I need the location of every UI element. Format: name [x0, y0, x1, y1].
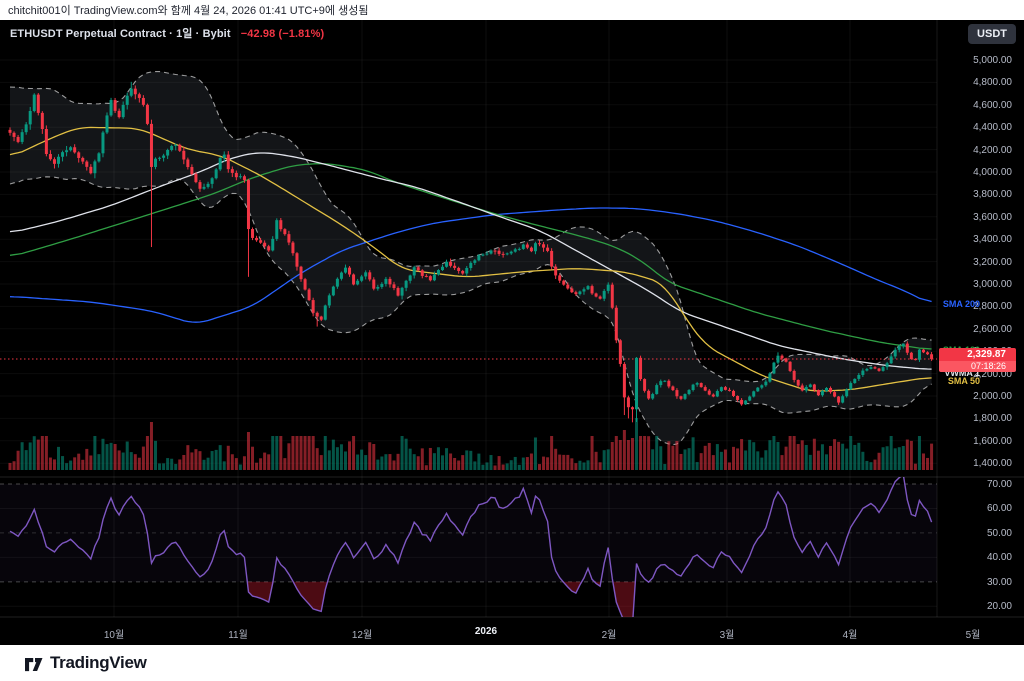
- price-tick-label: 2,600.00: [973, 323, 1012, 335]
- time-tick-label: 10월: [103, 630, 125, 641]
- candle-countdown: 07:18:26: [939, 361, 1016, 373]
- rsi-tick-label: 70.00: [986, 479, 1012, 490]
- price-tick-label: 3,600.00: [973, 211, 1012, 223]
- time-tick-label: 12월: [351, 630, 373, 641]
- time-tick-label: 5월: [965, 630, 981, 641]
- price-tick-label: 3,400.00: [973, 234, 1012, 246]
- attribution-bar: chitchit001이 TradingView.com와 함께 4월 24, …: [0, 0, 1024, 20]
- time-tick-label: 2월: [601, 630, 617, 641]
- price-tick-label: 1,600.00: [973, 435, 1012, 447]
- rsi-tick-label: 40.00: [986, 552, 1012, 564]
- rsi-tick-label: 50.00: [986, 527, 1012, 539]
- price-tick-label: 3,200.00: [973, 256, 1012, 268]
- symbol-title[interactable]: ETHUSDT Perpetual Contract · 1일 · Bybit: [10, 28, 231, 40]
- indicator-tag-sma-200: SMA 200: [942, 298, 980, 309]
- price-tick-label: 2,000.00: [973, 391, 1012, 402]
- chart-canvas[interactable]: [0, 20, 1024, 645]
- time-tick-label: 11월: [228, 630, 248, 641]
- indicator-tag-sma-50: SMA 50: [947, 375, 980, 386]
- price-tick-label: 4,800.00: [973, 77, 1012, 89]
- indicator-tag-vwma-1: VWMA 1: [944, 368, 980, 379]
- last-price: 2,329.87: [939, 348, 1016, 362]
- tradingview-wordmark: TradingView: [50, 653, 147, 672]
- footer-bar: TradingView: [0, 645, 1024, 681]
- rsi-tick-label: 20.00: [986, 601, 1012, 613]
- attribution-text: chitchit001이 TradingView.com와 함께 4월 24, …: [8, 5, 369, 17]
- time-tick-label: 4월: [842, 630, 858, 641]
- rsi-tick-label: 30.00: [986, 576, 1012, 588]
- time-tick-label: 3월: [719, 630, 735, 641]
- tradingview-logo-icon: [25, 657, 43, 671]
- price-tick-label: 2,200.00: [973, 368, 1012, 380]
- time-tick-label: 2026: [474, 626, 498, 637]
- price-tick-label: 2,800.00: [973, 301, 1012, 313]
- chart-area[interactable]: ETHUSDT Perpetual Contract · 1일 · Bybit …: [0, 20, 1024, 645]
- last-price-badge: 2,329.87 07:18:26: [939, 348, 1016, 373]
- price-tick-label: 1,400.00: [973, 458, 1012, 470]
- price-tick-label: 4,000.00: [973, 167, 1012, 178]
- price-tick-label: 3,000.00: [973, 279, 1012, 290]
- chart-legend[interactable]: ETHUSDT Perpetual Contract · 1일 · Bybit …: [10, 25, 324, 41]
- price-tick-label: 5,000.00: [973, 55, 1012, 66]
- tradingview-logo[interactable]: TradingView: [24, 653, 147, 673]
- price-tick-label: 4,200.00: [973, 144, 1012, 156]
- currency-toggle-button[interactable]: USDT: [968, 24, 1016, 44]
- price-tick-label: 1,800.00: [973, 413, 1012, 425]
- price-tick-label: 4,400.00: [973, 122, 1012, 134]
- price-change: −42.98 (−1.81%): [240, 28, 325, 40]
- rsi-tick-label: 60.00: [986, 503, 1012, 515]
- price-tick-label: 4,600.00: [973, 99, 1012, 111]
- price-tick-label: 3,800.00: [973, 189, 1012, 201]
